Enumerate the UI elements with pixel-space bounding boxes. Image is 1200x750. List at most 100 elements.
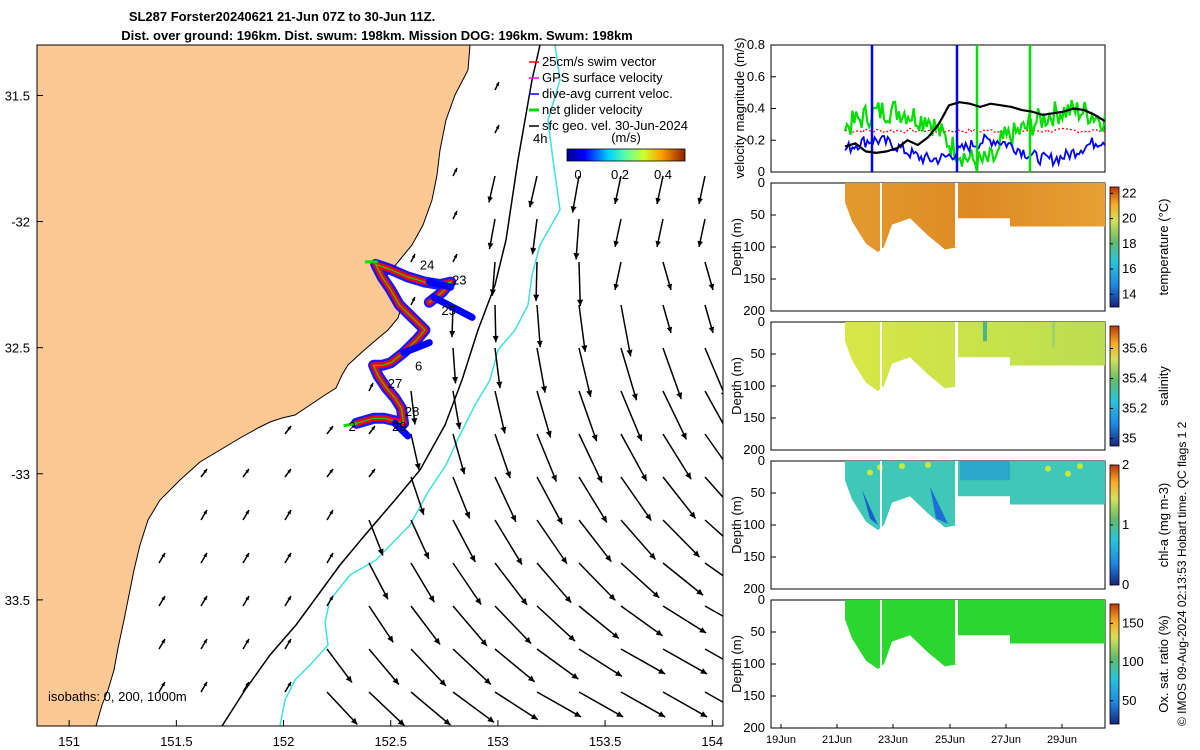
section-colorbar-label: chl-a (mg m-3) (1156, 483, 1171, 568)
copyright-note: © IMOS 09-Aug-2024 02:13:53 Hobart time.… (1175, 421, 1189, 726)
velocity-arrowhead (564, 595, 572, 603)
velocity-arrow (704, 519, 723, 538)
map-ytick-label: 33.5 (5, 593, 30, 608)
velocity-series-net (843, 99, 1105, 172)
velocity-arrowhead (423, 551, 430, 559)
velocity-arrowhead (245, 639, 249, 644)
day-label: 24 (420, 257, 434, 272)
title-line-1: SL287 Forster20240621 21-Jun 07Z to 30-J… (129, 9, 435, 24)
section-chla: 0 50 100 150 200 Depth (m) 0 1 2 chl-a (mg m-3) (729, 453, 1171, 596)
velocity-arrowhead (655, 629, 663, 636)
velocity-arrowhead (452, 376, 459, 384)
velocity-arrowhead (530, 713, 538, 720)
velocity-arrowhead (428, 595, 435, 603)
velocity-arrow (662, 519, 701, 558)
velocity-arrow (452, 605, 488, 647)
velocity-arrowhead (411, 417, 418, 425)
day-label: 25 (441, 303, 455, 318)
velocity-arrow (410, 519, 430, 560)
section-colorbar-tick-label: 35.6 (1122, 341, 1147, 356)
velocity-arrow (662, 390, 688, 440)
velocity-arrowhead (287, 469, 291, 474)
section-ytick-label: 200 (743, 581, 765, 596)
velocity-arrowhead (500, 426, 507, 434)
velocity-arrowhead (586, 390, 593, 397)
velocity-arrowhead (433, 637, 441, 645)
velocity-arrowhead (652, 591, 660, 598)
velocity-arrow (536, 605, 576, 642)
velocity-arrow (620, 691, 666, 718)
section-ytick-label: 100 (743, 656, 765, 671)
section-colorbar (1109, 603, 1120, 725)
velocity-arrow (662, 648, 708, 675)
velocity-arrowhead (612, 632, 619, 639)
velocity-arrowhead (655, 240, 661, 247)
velocity-arrowhead (245, 553, 249, 558)
velocity-arrow (704, 648, 723, 661)
velocity-arrowhead (439, 679, 446, 686)
velocity-arrowhead (616, 711, 624, 717)
velocity-arrowhead (287, 639, 291, 644)
velocity-arrow (494, 605, 532, 645)
section-colorbar-tick-label: 20 (1122, 211, 1136, 226)
velocity-arrow (620, 347, 638, 401)
section-ylabel: Depth (m) (729, 218, 744, 276)
velocity-arrowhead (418, 507, 425, 515)
velocity-arrowhead (613, 197, 619, 204)
velocity-arrow (535, 261, 538, 301)
velocity-arrow (494, 691, 539, 721)
velocity-ytick-label: 0.4 (747, 101, 765, 116)
velocity-arrow (704, 433, 723, 461)
velocity-arrow (494, 648, 536, 683)
velocity-arrowhead (329, 596, 333, 601)
velocity-arrow (410, 562, 435, 603)
velocity-arrowhead (708, 283, 715, 290)
legend-gps-label: GPS surface velocity (542, 70, 663, 85)
velocity-arrowhead (573, 253, 580, 260)
velocity-arrowhead (570, 205, 577, 213)
section-colorbar-tick-label: 18 (1122, 236, 1136, 251)
map-colorbar: (m/s) 0 0.2 0.4 (566, 130, 686, 182)
velocity-arrowhead (720, 392, 723, 396)
velocity-arrowhead (382, 592, 388, 600)
velocity-arrowhead (387, 635, 394, 643)
velocity-arrow (578, 261, 582, 307)
section-ytick-label: 0 (758, 314, 765, 329)
velocity-arrowhead (540, 385, 547, 393)
velocity-arrowhead (414, 463, 421, 470)
velocity-arrow (536, 304, 541, 348)
section-colorbar-tick-label: 35.4 (1122, 371, 1147, 386)
velocity-arrow (452, 433, 466, 475)
velocity-arrowhead (329, 426, 333, 431)
legend-dac-label: dive-avg current veloc. (542, 86, 673, 101)
velocity-arrow (704, 476, 723, 499)
velocity-arrowhead (329, 510, 333, 515)
velocity-arrowhead (700, 668, 708, 674)
section-colorbar-tick-label: 16 (1122, 261, 1136, 276)
velocity-arrow (536, 433, 558, 482)
velocity-arrowhead (245, 596, 249, 601)
section-colorbar-label: salinity (1156, 366, 1171, 406)
velocity-arrowhead (560, 556, 568, 564)
velocity-arrowhead (596, 475, 603, 483)
velocity-arrow (578, 648, 623, 677)
section-ytick-label: 50 (751, 485, 765, 500)
velocity-arrowhead (697, 240, 703, 247)
velocity-arrow (410, 691, 451, 726)
velocity-arrowhead (203, 510, 207, 515)
section-data-patch (1052, 322, 1055, 348)
velocity-arrowhead (742, 625, 749, 631)
velocity-arrow (494, 519, 523, 566)
time-tick-label: 19Jun (766, 734, 796, 746)
section-ytick-label: 100 (743, 378, 765, 393)
velocity-ytick-label: 0.6 (747, 69, 765, 84)
velocity-arrowhead (676, 392, 683, 400)
day-label: 28 (405, 404, 419, 419)
velocity-arrow (452, 691, 495, 724)
track-net-line (356, 263, 453, 425)
velocity-arrow (704, 691, 723, 704)
section-colorbar-tick-label: 150 (1122, 615, 1144, 630)
velocity-arrow (452, 390, 461, 430)
velocity-arrow (578, 304, 586, 352)
